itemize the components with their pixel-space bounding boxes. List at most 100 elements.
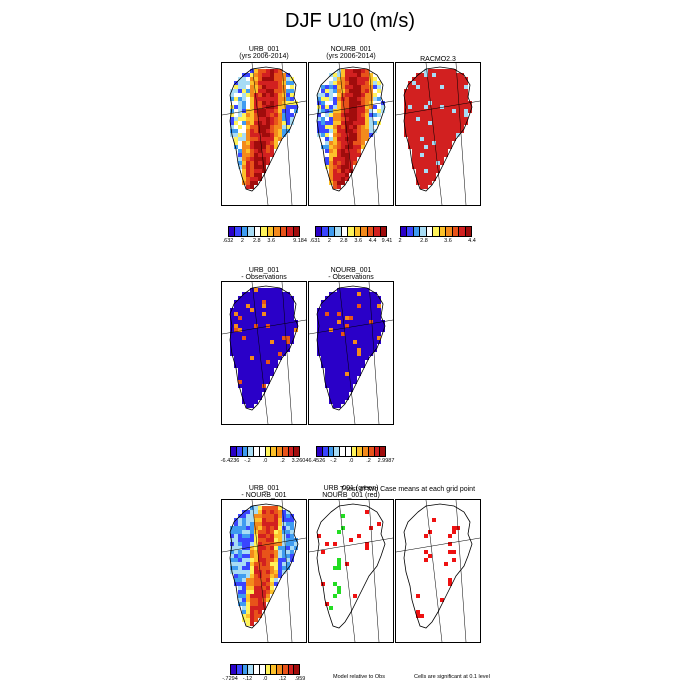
grid-cell <box>250 133 254 137</box>
grid-cell <box>262 530 266 534</box>
grid-cell <box>337 69 341 73</box>
grid-cell <box>250 185 254 189</box>
grid-cell <box>262 332 266 336</box>
grid-cell <box>266 292 270 296</box>
grid-cell <box>242 340 246 344</box>
grid-cell <box>345 340 349 344</box>
grid-cell <box>286 522 290 526</box>
grid-cell <box>420 137 424 141</box>
grid-cell <box>266 332 270 336</box>
grid-cell <box>270 316 274 320</box>
grid-cell <box>456 97 460 101</box>
grid-cell <box>345 177 349 181</box>
graticule-line <box>396 100 480 116</box>
grid-cell <box>420 109 424 113</box>
grid-cell <box>432 97 436 101</box>
grid-cell <box>377 89 381 93</box>
grid-cell <box>333 173 337 177</box>
grid-cell <box>266 574 270 578</box>
grid-cell <box>242 542 246 546</box>
grid-cell <box>270 586 274 590</box>
grid-cell <box>349 121 353 125</box>
grid-cell <box>353 292 357 296</box>
grid-cell <box>246 304 250 308</box>
grid-cell <box>274 312 278 316</box>
grid-cell <box>238 137 242 141</box>
grid-cell <box>238 590 242 594</box>
colorbar-box <box>348 227 355 236</box>
grid-cell <box>274 340 278 344</box>
grid-cell <box>246 606 250 610</box>
grid-cell <box>424 117 428 121</box>
grid-cell <box>262 514 266 518</box>
grid-cell <box>270 360 274 364</box>
grid-cell <box>345 161 349 165</box>
grid-cell <box>357 69 361 73</box>
grid-cell <box>432 85 436 89</box>
grid-cell <box>246 77 250 81</box>
grid-cell <box>282 113 286 117</box>
grid-cell <box>238 554 242 558</box>
grid-cell <box>333 388 337 392</box>
map-panel-significance <box>395 499 481 643</box>
grid-cell <box>270 344 274 348</box>
grid-cell <box>234 109 238 113</box>
grid-cell <box>250 117 254 121</box>
grid-cell <box>254 522 258 526</box>
grid-cell <box>242 360 246 364</box>
grid-cell <box>246 101 250 105</box>
grid-cell <box>337 292 341 296</box>
grid-cell <box>369 93 373 97</box>
grid-cell <box>424 177 428 181</box>
grid-cell <box>456 77 460 81</box>
grid-cell <box>274 81 278 85</box>
grid-cell <box>254 324 258 328</box>
colorbar-box <box>236 665 243 674</box>
grid-cell <box>230 538 234 542</box>
grid-cell <box>349 101 353 105</box>
grid-cell <box>286 85 290 89</box>
grid-cell <box>333 332 337 336</box>
grid-cell <box>321 133 325 137</box>
grid-cell <box>353 97 357 101</box>
grid-cell <box>242 554 246 558</box>
grid-cell <box>258 598 262 602</box>
grid-cell <box>333 582 337 586</box>
grid-cell <box>290 304 294 308</box>
grid-cell <box>266 530 270 534</box>
grid-cell <box>278 288 282 292</box>
grid-cell <box>242 518 246 522</box>
grid-cell <box>357 364 361 368</box>
grid-cell <box>333 296 337 300</box>
grid-cell <box>325 328 329 332</box>
grid-cell <box>250 153 254 157</box>
grid-cell <box>361 77 365 81</box>
grid-cell <box>246 550 250 554</box>
grid-cell <box>290 328 294 332</box>
grid-cell <box>250 328 254 332</box>
grid-cell <box>250 97 254 101</box>
grid-cell <box>464 89 468 93</box>
grid-cell <box>254 300 258 304</box>
grid-cell <box>246 308 250 312</box>
grid-cell <box>254 153 258 157</box>
grid-cell <box>317 117 321 121</box>
grid-cell <box>369 344 373 348</box>
grid-cell <box>290 530 294 534</box>
grid-cell <box>258 372 262 376</box>
grid-cell <box>452 137 456 141</box>
grid-cell <box>246 368 250 372</box>
grid-cell <box>432 518 436 522</box>
panel-title-urb-obs: URB_001 - Observations <box>221 267 307 281</box>
grid-cell <box>246 324 250 328</box>
grid-cell <box>428 113 432 117</box>
grid-cell <box>365 97 369 101</box>
grid-cell <box>258 328 262 332</box>
grid-cell <box>246 594 250 598</box>
grid-cell <box>238 364 242 368</box>
grid-cell <box>361 101 365 105</box>
grid-cell <box>278 348 282 352</box>
grid-cell <box>294 542 298 546</box>
grid-cell <box>329 320 333 324</box>
grid-cell <box>274 550 278 554</box>
